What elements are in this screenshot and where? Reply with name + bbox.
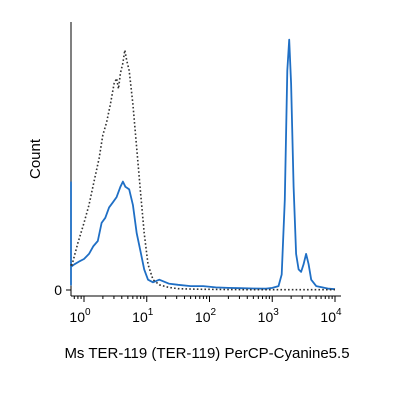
y-ticks: 0 bbox=[54, 282, 71, 298]
isotype-control-series bbox=[70, 49, 335, 291]
x-tick-label: 100 bbox=[69, 307, 91, 325]
stained-sample-series bbox=[70, 38, 336, 291]
y-axis-label: Count bbox=[27, 138, 44, 179]
axes bbox=[70, 22, 341, 297]
x-ticks: 100 101 102 103 104 bbox=[69, 296, 342, 325]
x-tick-label: 102 bbox=[195, 307, 217, 325]
data-series bbox=[70, 38, 336, 291]
x-tick-label: 104 bbox=[320, 307, 342, 325]
x-tick-label: 103 bbox=[258, 307, 280, 325]
x-axis-label: Ms TER-119 (TER-119) PerCP-Cyanine5.5 bbox=[64, 345, 349, 362]
x-tick-label: 101 bbox=[132, 307, 154, 325]
y-tick-label: 0 bbox=[54, 282, 62, 298]
